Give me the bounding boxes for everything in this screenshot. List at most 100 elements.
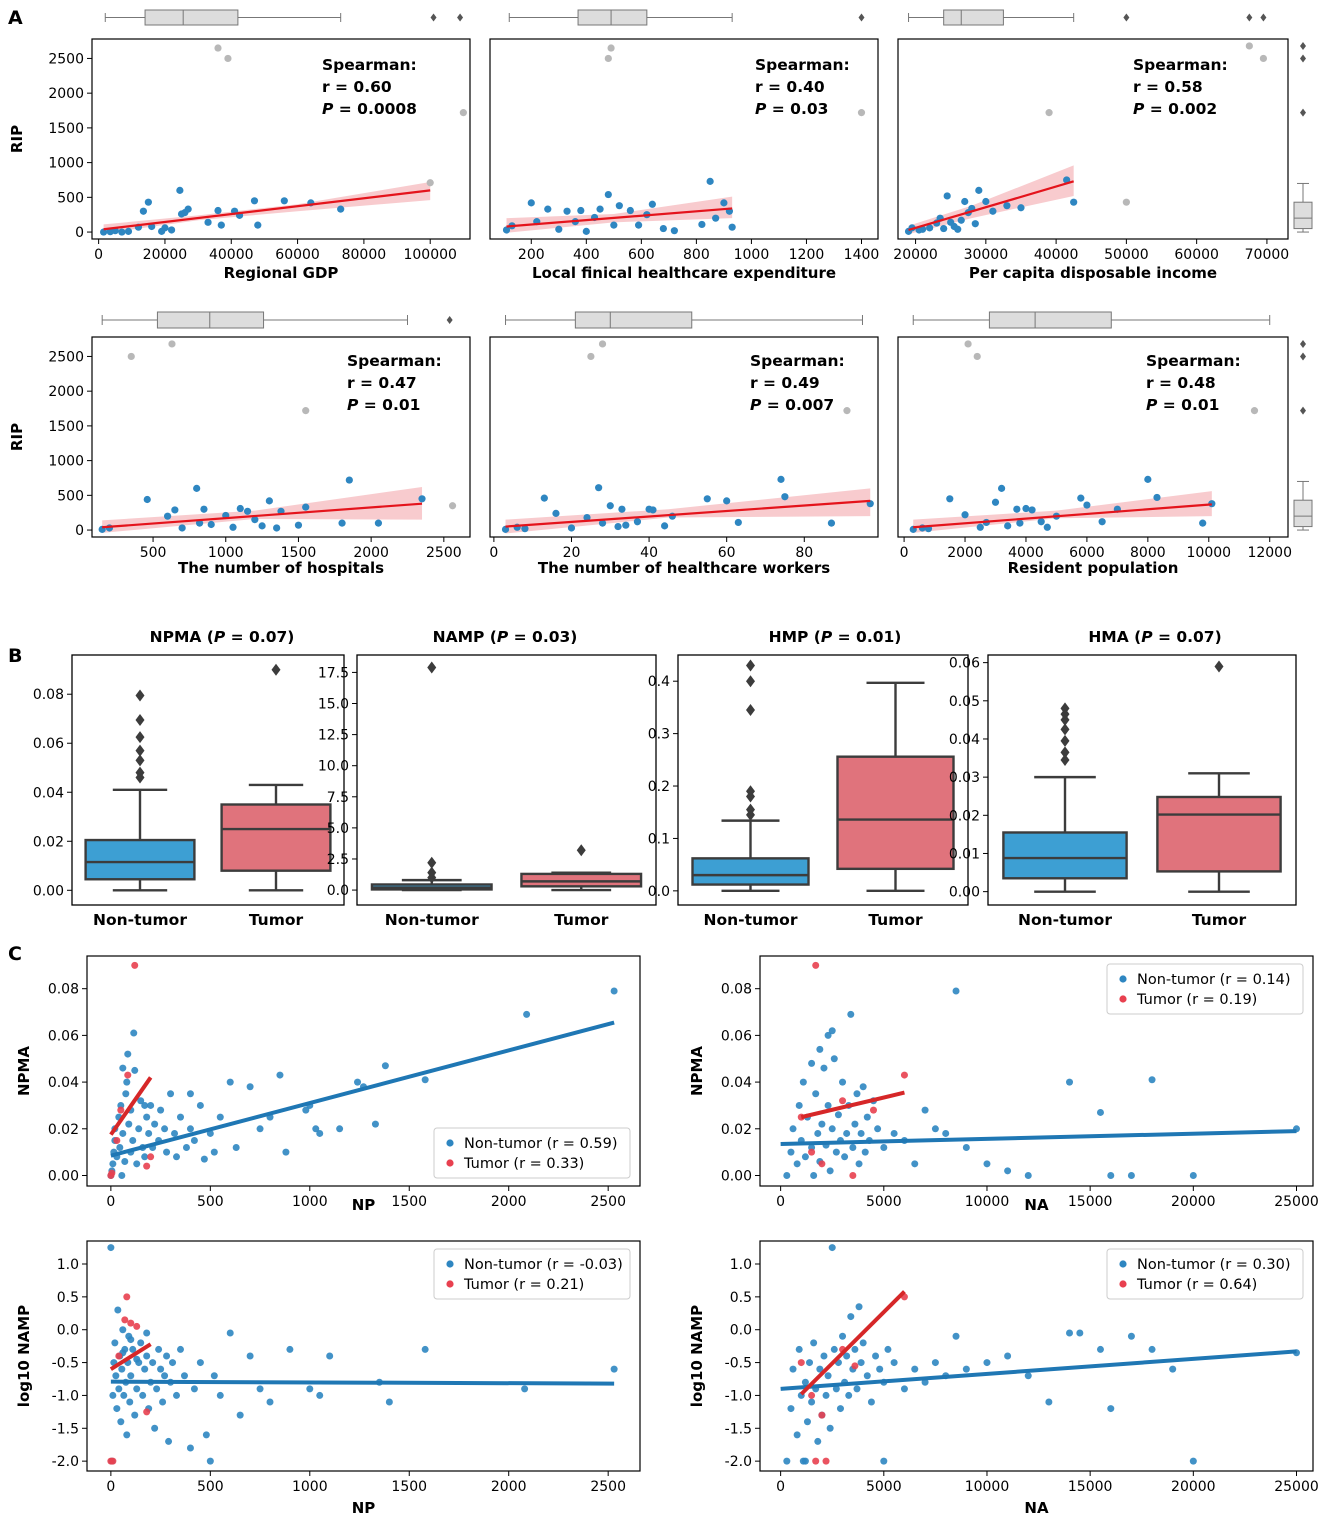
- y-tick-label: 2500: [48, 349, 84, 365]
- outlier-point: [964, 340, 972, 348]
- data-point-non-tumor: [149, 1359, 157, 1367]
- outlier-point: [127, 352, 135, 361]
- data-point-non-tumor: [921, 1106, 929, 1114]
- data-point: [251, 516, 259, 524]
- plot-frame: [677, 654, 969, 906]
- plot-frame: [759, 955, 1314, 1187]
- data-point-non-tumor: [123, 1431, 131, 1439]
- x-tick-label: 2500: [590, 1194, 626, 1210]
- x-tick-label: 10000: [1187, 545, 1232, 561]
- data-point-non-tumor: [381, 1062, 389, 1070]
- data-point-non-tumor: [151, 1424, 159, 1432]
- data-point-non-tumor: [1127, 1332, 1135, 1340]
- box-flier: [135, 766, 145, 779]
- data-point-non-tumor: [153, 1385, 161, 1393]
- y-tick-label: 0.0: [730, 1323, 752, 1339]
- y-tick-label: 1.0: [730, 1257, 752, 1273]
- y-tick-label: 1500: [48, 121, 84, 137]
- y-tick-label: 0.0: [57, 1323, 79, 1339]
- y-tick-label: 0.06: [949, 656, 980, 672]
- data-point-non-tumor: [843, 1129, 851, 1137]
- data-point: [1070, 198, 1078, 206]
- data-point: [418, 495, 426, 503]
- x-tick-label: 500: [197, 1479, 224, 1495]
- data-point-non-tumor: [847, 1313, 855, 1321]
- data-point-tumor: [147, 1153, 155, 1161]
- data-point-non-tumor: [1004, 1167, 1012, 1175]
- y-tick-label: 0.0: [648, 884, 670, 900]
- data-point: [618, 505, 626, 513]
- data-point-non-tumor: [789, 1365, 797, 1373]
- box-body: [520, 872, 643, 888]
- outlier-point: [587, 352, 595, 361]
- x-tick-label: 20000: [1171, 1479, 1216, 1495]
- data-point-non-tumor: [820, 1064, 828, 1072]
- data-point-non-tumor: [143, 1352, 151, 1360]
- stat-p-symbol: P: [322, 100, 334, 118]
- data-point: [204, 218, 212, 226]
- right-marginal-flier: [1300, 406, 1306, 415]
- outlier-point: [598, 340, 607, 348]
- fit-line: [505, 499, 871, 528]
- outlier-point: [302, 407, 310, 415]
- data-point-non-tumor: [125, 1120, 133, 1128]
- data-point-non-tumor: [810, 1339, 818, 1347]
- data-point: [706, 177, 714, 185]
- data-point-non-tumor: [216, 1113, 224, 1121]
- plot-frame: [356, 654, 657, 906]
- data-point-non-tumor: [143, 1113, 151, 1121]
- data-point: [217, 221, 225, 229]
- data-point: [338, 519, 346, 527]
- x-tick-label: 20000: [1171, 1194, 1216, 1210]
- data-point-non-tumor: [839, 1332, 847, 1340]
- data-point: [626, 206, 634, 215]
- box-flier: [427, 856, 437, 869]
- x-tick-label: 2000: [491, 1479, 527, 1495]
- data-point: [734, 518, 742, 527]
- box-flier: [746, 675, 755, 688]
- box-title-p: P: [497, 628, 509, 646]
- box-title-value: = 0.07): [1153, 628, 1222, 646]
- data-point: [976, 523, 984, 531]
- stat-r: r = 0.58: [1133, 78, 1203, 96]
- right-marginal-flier: [1300, 41, 1306, 50]
- data-point-non-tumor: [135, 1125, 143, 1133]
- data-point: [143, 495, 151, 504]
- data-point: [118, 228, 126, 236]
- data-point-non-tumor: [801, 1153, 809, 1161]
- legend-label: Non-tumor (r = 0.14): [1137, 972, 1291, 988]
- data-point: [207, 520, 215, 529]
- x-tick-label: 1000: [292, 1479, 328, 1495]
- category-label: Non-tumor: [704, 911, 798, 929]
- data-point-non-tumor: [119, 1326, 127, 1334]
- data-point-non-tumor: [1189, 1171, 1197, 1179]
- x-tick-label: 0: [776, 1194, 785, 1210]
- data-point-non-tumor: [884, 1345, 892, 1353]
- x-tick-label: 70000: [1245, 247, 1290, 263]
- data-point: [501, 525, 510, 533]
- plot-frame: [897, 38, 1289, 240]
- outlier-point: [459, 109, 467, 117]
- x-axis-label: NA: [1024, 1499, 1049, 1517]
- data-point-non-tumor: [180, 1372, 188, 1380]
- data-point-non-tumor: [801, 1457, 809, 1465]
- data-point: [598, 519, 607, 527]
- chart-A6: 0 2000 4000 6000 8000 10000 12000 Resident popu…: [897, 311, 1313, 577]
- data-point-non-tumor: [115, 1385, 123, 1393]
- data-point-non-tumor: [119, 1129, 127, 1137]
- x-tick-label: 500: [197, 1194, 224, 1210]
- data-point-non-tumor: [1004, 1352, 1012, 1360]
- x-axis-label: Local finical healthcare expenditure: [532, 264, 836, 282]
- stat-p: P = 0.03: [755, 100, 828, 118]
- data-point-non-tumor: [129, 1136, 137, 1144]
- data-point-non-tumor: [1148, 1345, 1156, 1353]
- data-point-non-tumor: [118, 1171, 126, 1179]
- data-point: [1098, 518, 1106, 526]
- y-tick-label: 17.5: [318, 665, 349, 681]
- x-tick-label: 25000: [1274, 1479, 1319, 1495]
- data-point-non-tumor: [141, 1365, 149, 1373]
- data-point: [649, 506, 657, 514]
- box-flier: [1214, 660, 1224, 673]
- legend-marker: [446, 1260, 454, 1268]
- data-point-non-tumor: [841, 1153, 849, 1161]
